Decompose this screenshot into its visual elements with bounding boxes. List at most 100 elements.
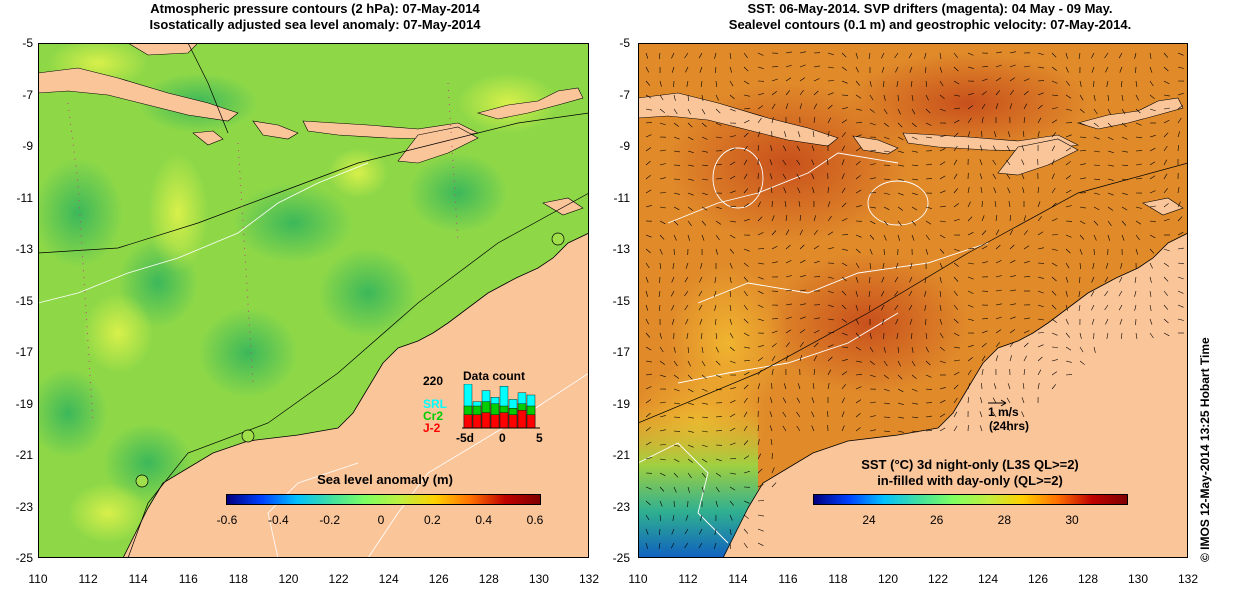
velocity-arrow [1009, 303, 1016, 306]
velocity-arrow [855, 205, 862, 208]
velocity-arrow [799, 77, 806, 82]
right-x-tick-7: 124 [977, 572, 999, 586]
velocity-arrow [841, 425, 845, 432]
velocity-arrow [939, 94, 945, 100]
right-y-tick-5: -15 [612, 293, 630, 308]
velocity-arrow [743, 120, 750, 124]
velocity-arrow [715, 66, 717, 74]
velocity-arrow [715, 108, 721, 114]
velocity-arrow [841, 173, 845, 180]
velocity-arrow [855, 290, 858, 297]
velocity-arrow [953, 119, 960, 124]
velocity-arrow [757, 439, 760, 446]
velocity-arrow [1093, 206, 1100, 211]
velocity-arrow [1006, 425, 1011, 432]
velocity-arrow [1037, 304, 1044, 308]
velocity-arrow [798, 201, 801, 208]
velocity-arrow [953, 107, 960, 110]
velocity-arrow [992, 411, 997, 418]
velocity-arrow [1051, 145, 1056, 152]
velocity-arrow [1051, 234, 1059, 236]
velocity-arrow [979, 173, 983, 180]
velocity-arrow [967, 52, 974, 56]
velocity-arrow [1105, 318, 1109, 325]
velocity-arrow [1107, 122, 1113, 128]
velocity-arrow [827, 276, 834, 279]
velocity-arrow [1093, 234, 1097, 241]
velocity-arrow [658, 52, 661, 59]
right-y-tick-10: -25 [612, 551, 630, 565]
velocity-arrow [687, 192, 694, 196]
velocity-arrow [881, 66, 885, 73]
velocity-arrow [1121, 150, 1128, 153]
velocity-arrow [897, 94, 899, 102]
velocity-arrow [924, 304, 927, 311]
velocity-arrow [701, 388, 708, 392]
velocity-arrow [869, 401, 876, 404]
velocity-arrow [769, 173, 773, 180]
velocity-arrow [953, 94, 960, 97]
velocity-arrow [1107, 164, 1114, 167]
velocity-arrow [729, 304, 732, 311]
velocity-arrow [757, 66, 764, 69]
velocity-arrow [1118, 52, 1123, 59]
left-y-tick-9: -23 [15, 499, 33, 514]
velocity-arrow [1009, 275, 1016, 278]
velocity-arrow [645, 108, 652, 111]
velocity-arrow [771, 66, 779, 68]
velocity-arrow [673, 444, 680, 447]
velocity-arrow [1177, 318, 1184, 321]
velocity-arrow [868, 304, 871, 311]
velocity-arrow [1107, 94, 1109, 102]
velocity-arrow [939, 346, 945, 352]
velocity-arrow [715, 318, 717, 326]
velocity-arrow [994, 201, 997, 208]
velocity-arrow [1051, 132, 1057, 138]
velocity-arrow [757, 453, 762, 460]
velocity-arrow [908, 290, 913, 297]
velocity-arrow [743, 384, 749, 390]
velocity-arrow [881, 276, 885, 283]
velocity-arrow [1009, 289, 1016, 292]
velocity-arrow [841, 145, 845, 152]
velocity-arrow [785, 260, 792, 264]
velocity-arrow [729, 290, 732, 298]
velocity-arrow [1163, 159, 1168, 166]
velocity-arrow [827, 231, 834, 236]
velocity-arrow [981, 318, 989, 320]
velocity-arrow [673, 472, 679, 478]
velocity-arrow [1037, 201, 1041, 208]
velocity-arrow [939, 66, 943, 73]
velocity-arrow [743, 203, 750, 208]
velocity-arrow [1037, 356, 1043, 362]
velocity-arrow [1107, 234, 1110, 241]
velocity-arrow [1163, 188, 1168, 194]
velocity-arrow [939, 318, 943, 325]
velocity-arrow [1121, 136, 1128, 140]
left-x-tick-9: 128 [478, 572, 499, 586]
velocity-arrow [995, 103, 999, 110]
velocity-arrow [757, 248, 765, 250]
velocity-arrow [785, 303, 792, 306]
right-y-tick-8: -21 [612, 448, 630, 462]
velocity-arrow [1051, 248, 1058, 251]
velocity-arrow [715, 80, 718, 88]
velocity-arrow [796, 397, 801, 404]
velocity-arrow [1037, 247, 1044, 250]
velocity-arrow [701, 374, 707, 380]
sst-colorbar-label-0: 24 [862, 513, 876, 527]
left-y-tick-6: -17 [15, 345, 33, 359]
velocity-arrow [939, 108, 946, 112]
velocity-arrow [796, 173, 801, 180]
velocity-arrow [701, 122, 707, 128]
velocity-arrow [757, 484, 764, 488]
velocity-arrow [685, 262, 689, 269]
velocity-arrow [729, 400, 736, 404]
velocity-arrow [771, 482, 777, 488]
velocity-arrow [1177, 262, 1184, 265]
velocity-arrow [729, 413, 736, 418]
sla-colorbar-label-4: 0.2 [423, 513, 441, 527]
velocity-arrow [645, 290, 648, 297]
velocity-arrow [659, 332, 662, 339]
data-count-bar-1-red [472, 414, 482, 429]
